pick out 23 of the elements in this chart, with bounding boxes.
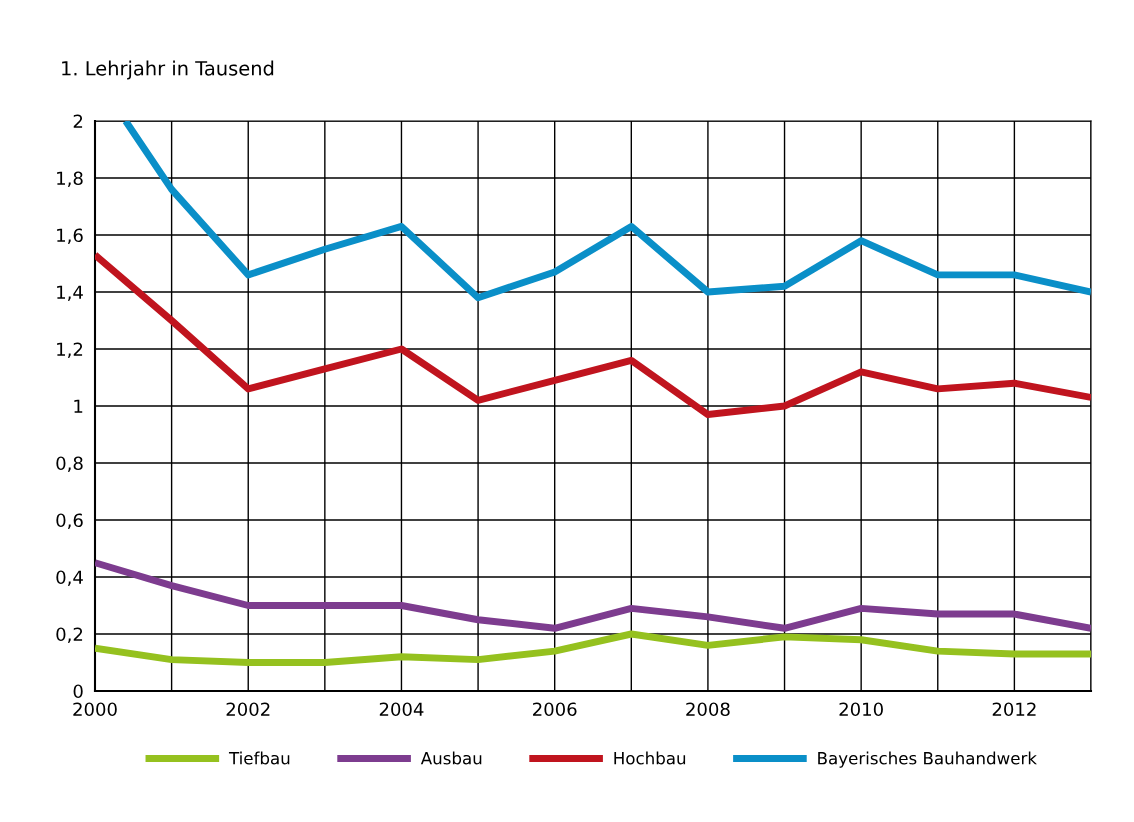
x-tick-label: 2000 [73, 702, 117, 717]
y-tick-label: 0,8 [56, 456, 83, 472]
x-tick-label: 2008 [686, 702, 730, 717]
y-tick-label: 0,4 [56, 570, 83, 586]
y-tick-label: 1,4 [57, 285, 83, 301]
x-tick-label: 2012 [992, 702, 1036, 717]
y-tick-label: 2 [73, 114, 83, 128]
y-tick-label: 0,6 [56, 513, 83, 529]
legend-label: Tiefbau [228, 751, 290, 765]
x-tick-label: 2004 [379, 702, 424, 717]
y-tick-label: 1 [74, 399, 83, 413]
x-tick-label: 2002 [226, 702, 270, 717]
y-tick-label: 1,6 [57, 228, 83, 244]
legend-label: Hochbau [614, 751, 686, 765]
y-tick-label: 1,2 [57, 342, 83, 358]
y-tick-label: 0 [73, 684, 83, 699]
y-tick-label: 1,8 [57, 171, 83, 187]
y-tick-label: 0,2 [56, 627, 83, 643]
legend-label: Bayerisches Bauhandwerk [818, 751, 1037, 768]
legend-label: Ausbau [420, 751, 482, 765]
x-tick-label: 2006 [533, 702, 577, 717]
x-tick-label: 2010 [839, 702, 883, 717]
y-axis-title: 1. Lehrjahr in Tausend [62, 60, 274, 80]
